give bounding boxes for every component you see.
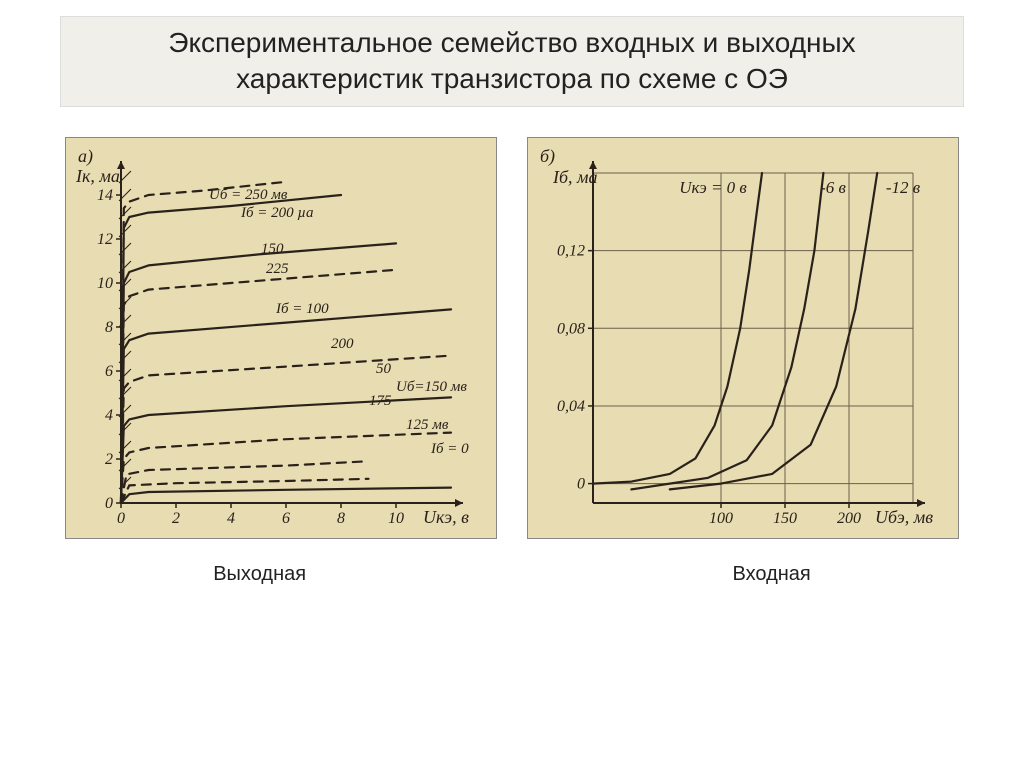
svg-text:200: 200 <box>331 336 354 352</box>
title-text: Экспериментальное семейство входных и вы… <box>168 27 855 94</box>
svg-text:14: 14 <box>97 187 113 204</box>
svg-text:200: 200 <box>837 510 861 527</box>
svg-text:100: 100 <box>709 510 733 527</box>
svg-text:Uбэ, мв: Uбэ, мв <box>875 507 933 527</box>
svg-text:8: 8 <box>337 510 345 527</box>
captions: Выходная Входная <box>0 563 1024 586</box>
svg-text:8: 8 <box>105 319 113 336</box>
svg-text:10: 10 <box>97 275 113 292</box>
svg-text:4: 4 <box>105 407 113 424</box>
svg-text:Iб, ма: Iб, ма <box>552 167 598 187</box>
caption-input: Входная <box>733 563 811 586</box>
svg-text:2: 2 <box>105 451 113 468</box>
svg-text:10: 10 <box>388 510 404 527</box>
svg-text:Uкэ = 0 в: Uкэ = 0 в <box>679 178 747 197</box>
svg-text:50: 50 <box>376 361 392 377</box>
svg-text:Uкэ, в: Uкэ, в <box>423 507 469 527</box>
svg-text:225: 225 <box>266 261 289 277</box>
svg-text:6: 6 <box>105 363 113 380</box>
svg-text:-6 в: -6 в <box>820 178 846 197</box>
svg-text:-12 в: -12 в <box>886 178 921 197</box>
input-chart: 100 150 200 0 0,04 0,08 0,12 Uкэ = 0 в -6 в -12 в… <box>527 137 959 539</box>
svg-text:6: 6 <box>282 510 290 527</box>
svg-text:150: 150 <box>261 241 284 257</box>
page-title: Экспериментальное семейство входных и вы… <box>60 16 964 107</box>
svg-text:0: 0 <box>105 495 113 512</box>
svg-text:а): а) <box>78 146 93 167</box>
svg-text:4: 4 <box>227 510 235 527</box>
caption-output: Выходная <box>213 563 306 586</box>
svg-text:Uб=150 мв: Uб=150 мв <box>396 379 467 395</box>
svg-text:Iб = 100: Iб = 100 <box>275 301 329 317</box>
svg-text:Iб = 0: Iб = 0 <box>430 441 469 457</box>
svg-text:0,04: 0,04 <box>557 398 585 415</box>
chart-panels: 024681002468101214Iб = 200 µа150Iб = 100… <box>0 137 1024 539</box>
svg-text:0: 0 <box>577 475 585 492</box>
svg-text:0: 0 <box>117 510 125 527</box>
svg-text:Iб = 200 µа: Iб = 200 µа <box>240 205 314 221</box>
svg-text:0,12: 0,12 <box>557 242 585 259</box>
svg-text:12: 12 <box>97 231 113 248</box>
output-chart: 0 2 4 6 8 10 0 2 4 6 8 10 12 14 Iб = 200 µа 150 Iб = 100… <box>65 137 497 539</box>
svg-text:2: 2 <box>172 510 180 527</box>
svg-text:б): б) <box>540 146 555 167</box>
svg-text:150: 150 <box>773 510 797 527</box>
svg-text:Uб = 250 мв: Uб = 250 мв <box>209 187 288 203</box>
svg-text:125 мв: 125 мв <box>406 417 449 433</box>
svg-text:0,08: 0,08 <box>557 320 585 337</box>
svg-text:175: 175 <box>369 393 392 409</box>
svg-text:Iк, ма: Iк, ма <box>75 166 120 186</box>
